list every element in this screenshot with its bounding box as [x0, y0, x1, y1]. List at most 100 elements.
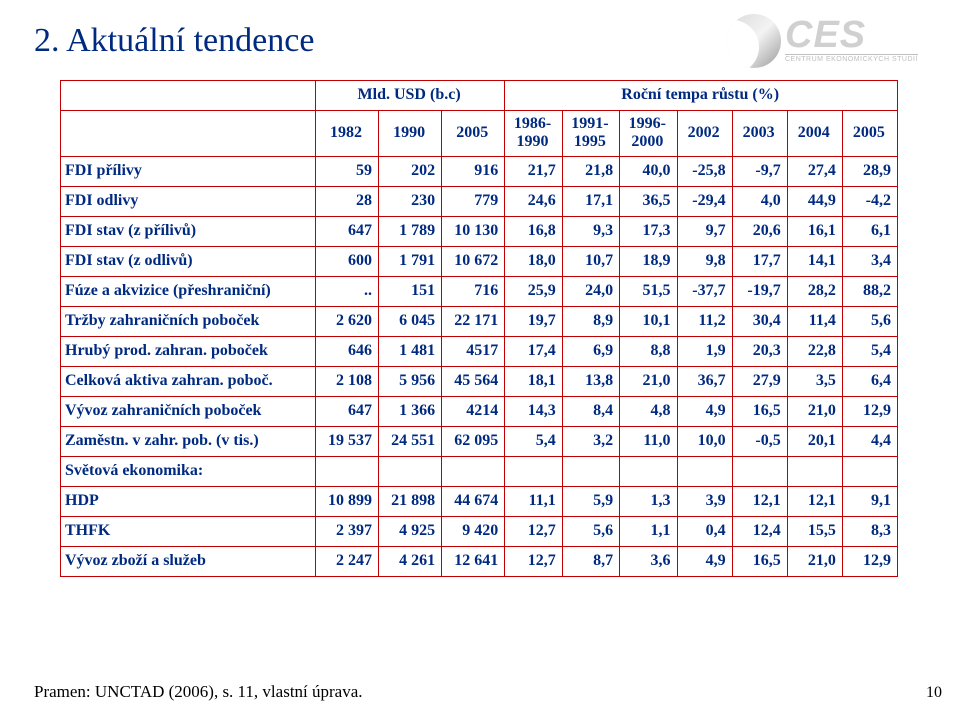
table-cell: 18,0: [505, 246, 562, 276]
table-cell: 5 956: [379, 366, 442, 396]
table-cell: 916: [442, 156, 505, 186]
table-cell: 16,5: [732, 546, 787, 576]
row-label: Vývoz zahraničních poboček: [61, 396, 316, 426]
table-cell: 600: [315, 246, 378, 276]
page-title: 2. Aktuální tendence: [34, 22, 314, 60]
table-cell: 0,4: [677, 516, 732, 546]
row-label: FDI odlivy: [61, 186, 316, 216]
table-cell: 14,1: [787, 246, 842, 276]
table-cell: [677, 456, 732, 486]
data-table: Mld. USD (b.c) Roční tempa růstu (%) 198…: [60, 80, 898, 577]
table-cell: 11,0: [620, 426, 677, 456]
table-cell: -19,7: [732, 276, 787, 306]
table-cell: [379, 456, 442, 486]
table-row: Zaměstn. v zahr. pob. (v tis.)19 53724 5…: [61, 426, 898, 456]
table-cell: [732, 456, 787, 486]
table-cell: 6,1: [842, 216, 897, 246]
row-label: THFK: [61, 516, 316, 546]
table-cell: 1 366: [379, 396, 442, 426]
row-label: Fúze a akvizice (přeshraniční): [61, 276, 316, 306]
table-cell: 62 095: [442, 426, 505, 456]
table-cell: 27,9: [732, 366, 787, 396]
table-cell: 18,9: [620, 246, 677, 276]
page-number: 10: [926, 684, 942, 702]
table-cell: 18,1: [505, 366, 562, 396]
table-header-row: 1982 1990 2005 1986-1990 1991-1995 1996-…: [61, 111, 898, 157]
table-cell: 13,8: [562, 366, 619, 396]
col-header: [61, 111, 316, 157]
table-cell: 30,4: [732, 306, 787, 336]
header-blank: [61, 81, 316, 111]
row-label: Celková aktiva zahran. poboč.: [61, 366, 316, 396]
row-label: Zaměstn. v zahr. pob. (v tis.): [61, 426, 316, 456]
table-cell: 9,3: [562, 216, 619, 246]
col-header: 1986-1990: [505, 111, 562, 157]
table-cell: 5,6: [842, 306, 897, 336]
col-header: 2002: [677, 111, 732, 157]
table-cell: 6 045: [379, 306, 442, 336]
table-cell: 4,8: [620, 396, 677, 426]
table-row: Fúze a akvizice (přeshraniční)..15171625…: [61, 276, 898, 306]
table-cell: -0,5: [732, 426, 787, 456]
table-cell: 16,5: [732, 396, 787, 426]
row-label: FDI stav (z přílivů): [61, 216, 316, 246]
table-cell: 12,4: [732, 516, 787, 546]
table-row: FDI odlivy2823077924,617,136,5-29,44,044…: [61, 186, 898, 216]
table-row: FDI přílivy5920291621,721,840,0-25,8-9,7…: [61, 156, 898, 186]
col-header: 2005: [842, 111, 897, 157]
table-cell: 9,8: [677, 246, 732, 276]
table-row: FDI stav (z přílivů)6471 78910 13016,89,…: [61, 216, 898, 246]
table-cell: 12,9: [842, 546, 897, 576]
data-table-container: Mld. USD (b.c) Roční tempa růstu (%) 198…: [60, 80, 898, 577]
row-label: HDP: [61, 486, 316, 516]
table-cell: 20,6: [732, 216, 787, 246]
table-cell: 3,5: [787, 366, 842, 396]
table-cell: 3,6: [620, 546, 677, 576]
table-cell: -25,8: [677, 156, 732, 186]
table-cell: 21,0: [620, 366, 677, 396]
table-cell: [442, 456, 505, 486]
col-header: 1991-1995: [562, 111, 619, 157]
table-cell: 3,4: [842, 246, 897, 276]
row-label: FDI stav (z odlivů): [61, 246, 316, 276]
table-cell: ..: [315, 276, 378, 306]
table-row: HDP10 89921 89844 67411,15,91,33,912,112…: [61, 486, 898, 516]
table-cell: 40,0: [620, 156, 677, 186]
table-cell: 24,0: [562, 276, 619, 306]
table-cell: 17,3: [620, 216, 677, 246]
table-cell: 647: [315, 396, 378, 426]
table-cell: [505, 456, 562, 486]
table-cell: 14,3: [505, 396, 562, 426]
table-cell: 2 397: [315, 516, 378, 546]
table-cell: 21,0: [787, 396, 842, 426]
table-row: Světová ekonomika:: [61, 456, 898, 486]
table-cell: 6,4: [842, 366, 897, 396]
table-cell: 15,5: [787, 516, 842, 546]
table-cell: 2 620: [315, 306, 378, 336]
table-cell: 19 537: [315, 426, 378, 456]
source-note: Pramen: UNCTAD (2006), s. 11, vlastní úp…: [34, 682, 363, 702]
table-cell: 8,3: [842, 516, 897, 546]
table-cell: 647: [315, 216, 378, 246]
table-cell: 10 899: [315, 486, 378, 516]
table-row: Celková aktiva zahran. poboč.2 1085 9564…: [61, 366, 898, 396]
table-cell: 16,8: [505, 216, 562, 246]
table-cell: -29,4: [677, 186, 732, 216]
table-cell: 9,1: [842, 486, 897, 516]
table-cell: 1 791: [379, 246, 442, 276]
table-cell: 24 551: [379, 426, 442, 456]
table-cell: 36,7: [677, 366, 732, 396]
table-cell: 8,4: [562, 396, 619, 426]
table-cell: 10,0: [677, 426, 732, 456]
table-cell: 17,1: [562, 186, 619, 216]
table-cell: 4 925: [379, 516, 442, 546]
table-cell: [562, 456, 619, 486]
table-header-group-row: Mld. USD (b.c) Roční tempa růstu (%): [61, 81, 898, 111]
table-cell: 21,0: [787, 546, 842, 576]
table-cell: 17,4: [505, 336, 562, 366]
table-cell: 12,7: [505, 516, 562, 546]
table-cell: [315, 456, 378, 486]
table-row: Vývoz zboží a služeb2 2474 26112 64112,7…: [61, 546, 898, 576]
table-cell: 28: [315, 186, 378, 216]
table-cell: [620, 456, 677, 486]
